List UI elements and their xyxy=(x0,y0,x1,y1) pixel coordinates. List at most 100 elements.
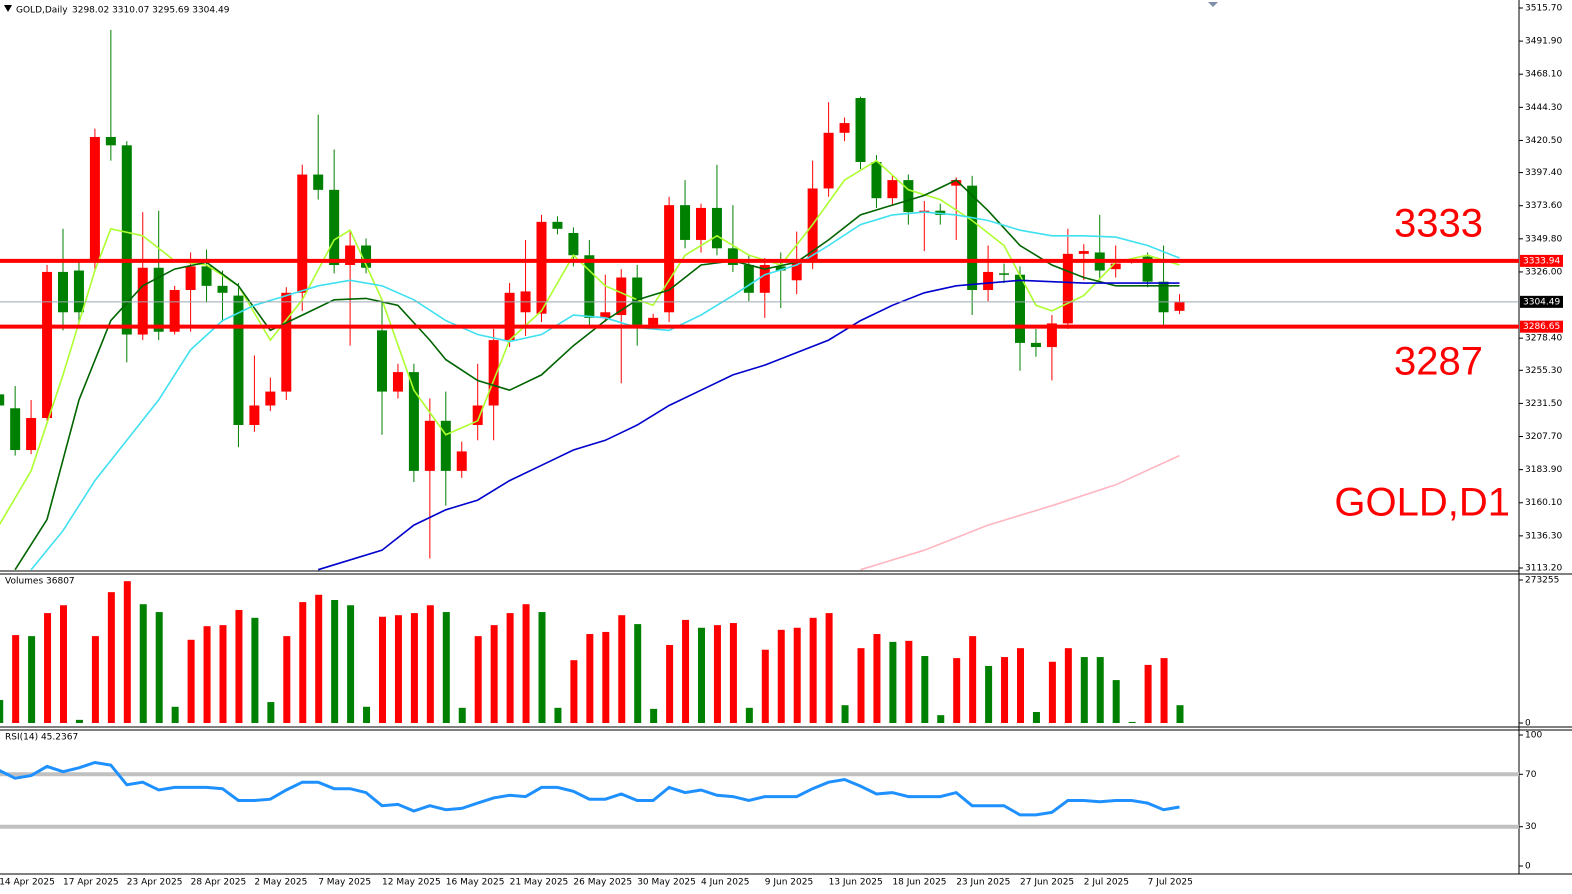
candle-body xyxy=(743,264,754,293)
candle-body xyxy=(89,136,100,263)
x-tick-label: 2 May 2025 xyxy=(254,878,307,888)
rsi-line xyxy=(0,760,1180,817)
candle-body xyxy=(680,205,691,240)
price-tag xyxy=(1520,320,1563,333)
volume-bar xyxy=(634,624,642,723)
candle-body xyxy=(408,372,419,471)
x-tick-label: 16 May 2025 xyxy=(446,878,505,888)
volume-bar xyxy=(729,623,737,723)
volume-bar xyxy=(203,626,211,723)
candle-body xyxy=(440,420,451,471)
volume-bar xyxy=(650,708,658,723)
price-tag-label: 3286.65 xyxy=(1523,322,1560,332)
candle-body xyxy=(169,290,180,332)
candle-body xyxy=(903,180,914,213)
y-tick-label: 3444.30 xyxy=(1525,103,1562,113)
y-tick-label: 3136.30 xyxy=(1525,531,1562,541)
volume-bar xyxy=(251,617,259,723)
y-tick-label: 3231.50 xyxy=(1525,399,1562,409)
x-tick-label: 18 Jun 2025 xyxy=(892,878,946,888)
candle-body xyxy=(488,340,499,406)
candle-body xyxy=(999,273,1010,275)
y-tick-label: 100 xyxy=(1525,731,1542,741)
moving-average xyxy=(860,454,1180,571)
candle-body xyxy=(424,420,435,471)
candle-body xyxy=(377,330,387,392)
candle-body xyxy=(664,205,675,313)
volume-bar xyxy=(538,612,546,723)
moving-average xyxy=(0,159,1180,526)
volume-bar xyxy=(857,648,865,723)
candle-body xyxy=(839,123,850,133)
y-tick-label: 273255 xyxy=(1525,576,1559,586)
candle-body xyxy=(887,180,898,199)
candle-body xyxy=(105,136,116,146)
candle-body xyxy=(26,418,37,451)
candle-body xyxy=(1174,301,1185,311)
candle-body xyxy=(1110,263,1121,270)
x-tick-label: 21 May 2025 xyxy=(510,878,569,888)
volume-bar xyxy=(905,640,913,723)
volume-bar xyxy=(793,627,801,723)
volume-bar xyxy=(985,665,993,723)
y-tick-label: 3207.70 xyxy=(1525,432,1562,442)
x-tick-label: 12 May 2025 xyxy=(382,878,441,888)
candle-body xyxy=(552,221,563,229)
candle-body xyxy=(456,451,467,471)
volume-bar xyxy=(745,707,753,723)
x-tick-label: 4 Jun 2025 xyxy=(701,878,749,888)
volume-bar xyxy=(219,625,227,723)
x-tick-label: 9 Jun 2025 xyxy=(765,878,813,888)
candle-body xyxy=(616,277,627,316)
y-tick-label: 3397.40 xyxy=(1525,168,1562,178)
candle-body xyxy=(632,277,643,325)
volume-bar xyxy=(761,649,769,723)
volume-bar xyxy=(75,719,83,723)
candle-body xyxy=(121,145,132,335)
candle-body xyxy=(249,405,260,425)
y-tick-label: 3515.70 xyxy=(1525,4,1562,14)
candle-body xyxy=(823,132,834,189)
panel-title: Volumes 36807 xyxy=(5,577,75,587)
volume-bar xyxy=(123,581,131,723)
volume-bar xyxy=(347,605,355,723)
volume-bar xyxy=(91,636,99,723)
candle-body xyxy=(58,271,68,313)
annotation: GOLD,D1 xyxy=(1334,481,1510,525)
candle-body xyxy=(345,245,356,265)
moving-average xyxy=(30,211,1180,571)
volume-bar xyxy=(666,645,674,723)
shift-marker xyxy=(1208,2,1218,7)
candle-body xyxy=(504,292,515,341)
candle-body xyxy=(281,292,292,392)
volume-bar xyxy=(618,615,626,723)
volume-bar xyxy=(331,600,339,723)
candle-body xyxy=(1046,323,1057,348)
candle-body xyxy=(983,271,994,291)
volume-bar xyxy=(1112,680,1120,723)
candle-body xyxy=(1158,281,1169,313)
candle-body xyxy=(648,317,659,325)
volume-bar xyxy=(410,613,418,723)
volume-bar xyxy=(442,612,450,723)
volume-bar xyxy=(12,635,20,723)
volume-bar xyxy=(1080,657,1088,723)
x-tick-label: 23 Apr 2025 xyxy=(127,878,183,888)
volume-bar xyxy=(107,592,115,723)
volume-bar xyxy=(554,707,562,723)
volume-bar xyxy=(825,613,833,723)
x-tick-label: 28 Apr 2025 xyxy=(191,878,247,888)
x-tick-label: 26 May 2025 xyxy=(573,878,632,888)
volume-bar xyxy=(363,706,371,723)
volume-bar xyxy=(299,602,307,723)
candle-body xyxy=(1142,256,1153,282)
volume-bar xyxy=(921,656,929,723)
x-tick-label: 30 May 2025 xyxy=(637,878,696,888)
candle-body xyxy=(472,405,483,425)
panel-title: GOLD,Daily xyxy=(16,6,68,16)
volume-bar xyxy=(1001,657,1009,723)
volume-bar xyxy=(1048,661,1056,723)
candle-body xyxy=(185,266,196,291)
